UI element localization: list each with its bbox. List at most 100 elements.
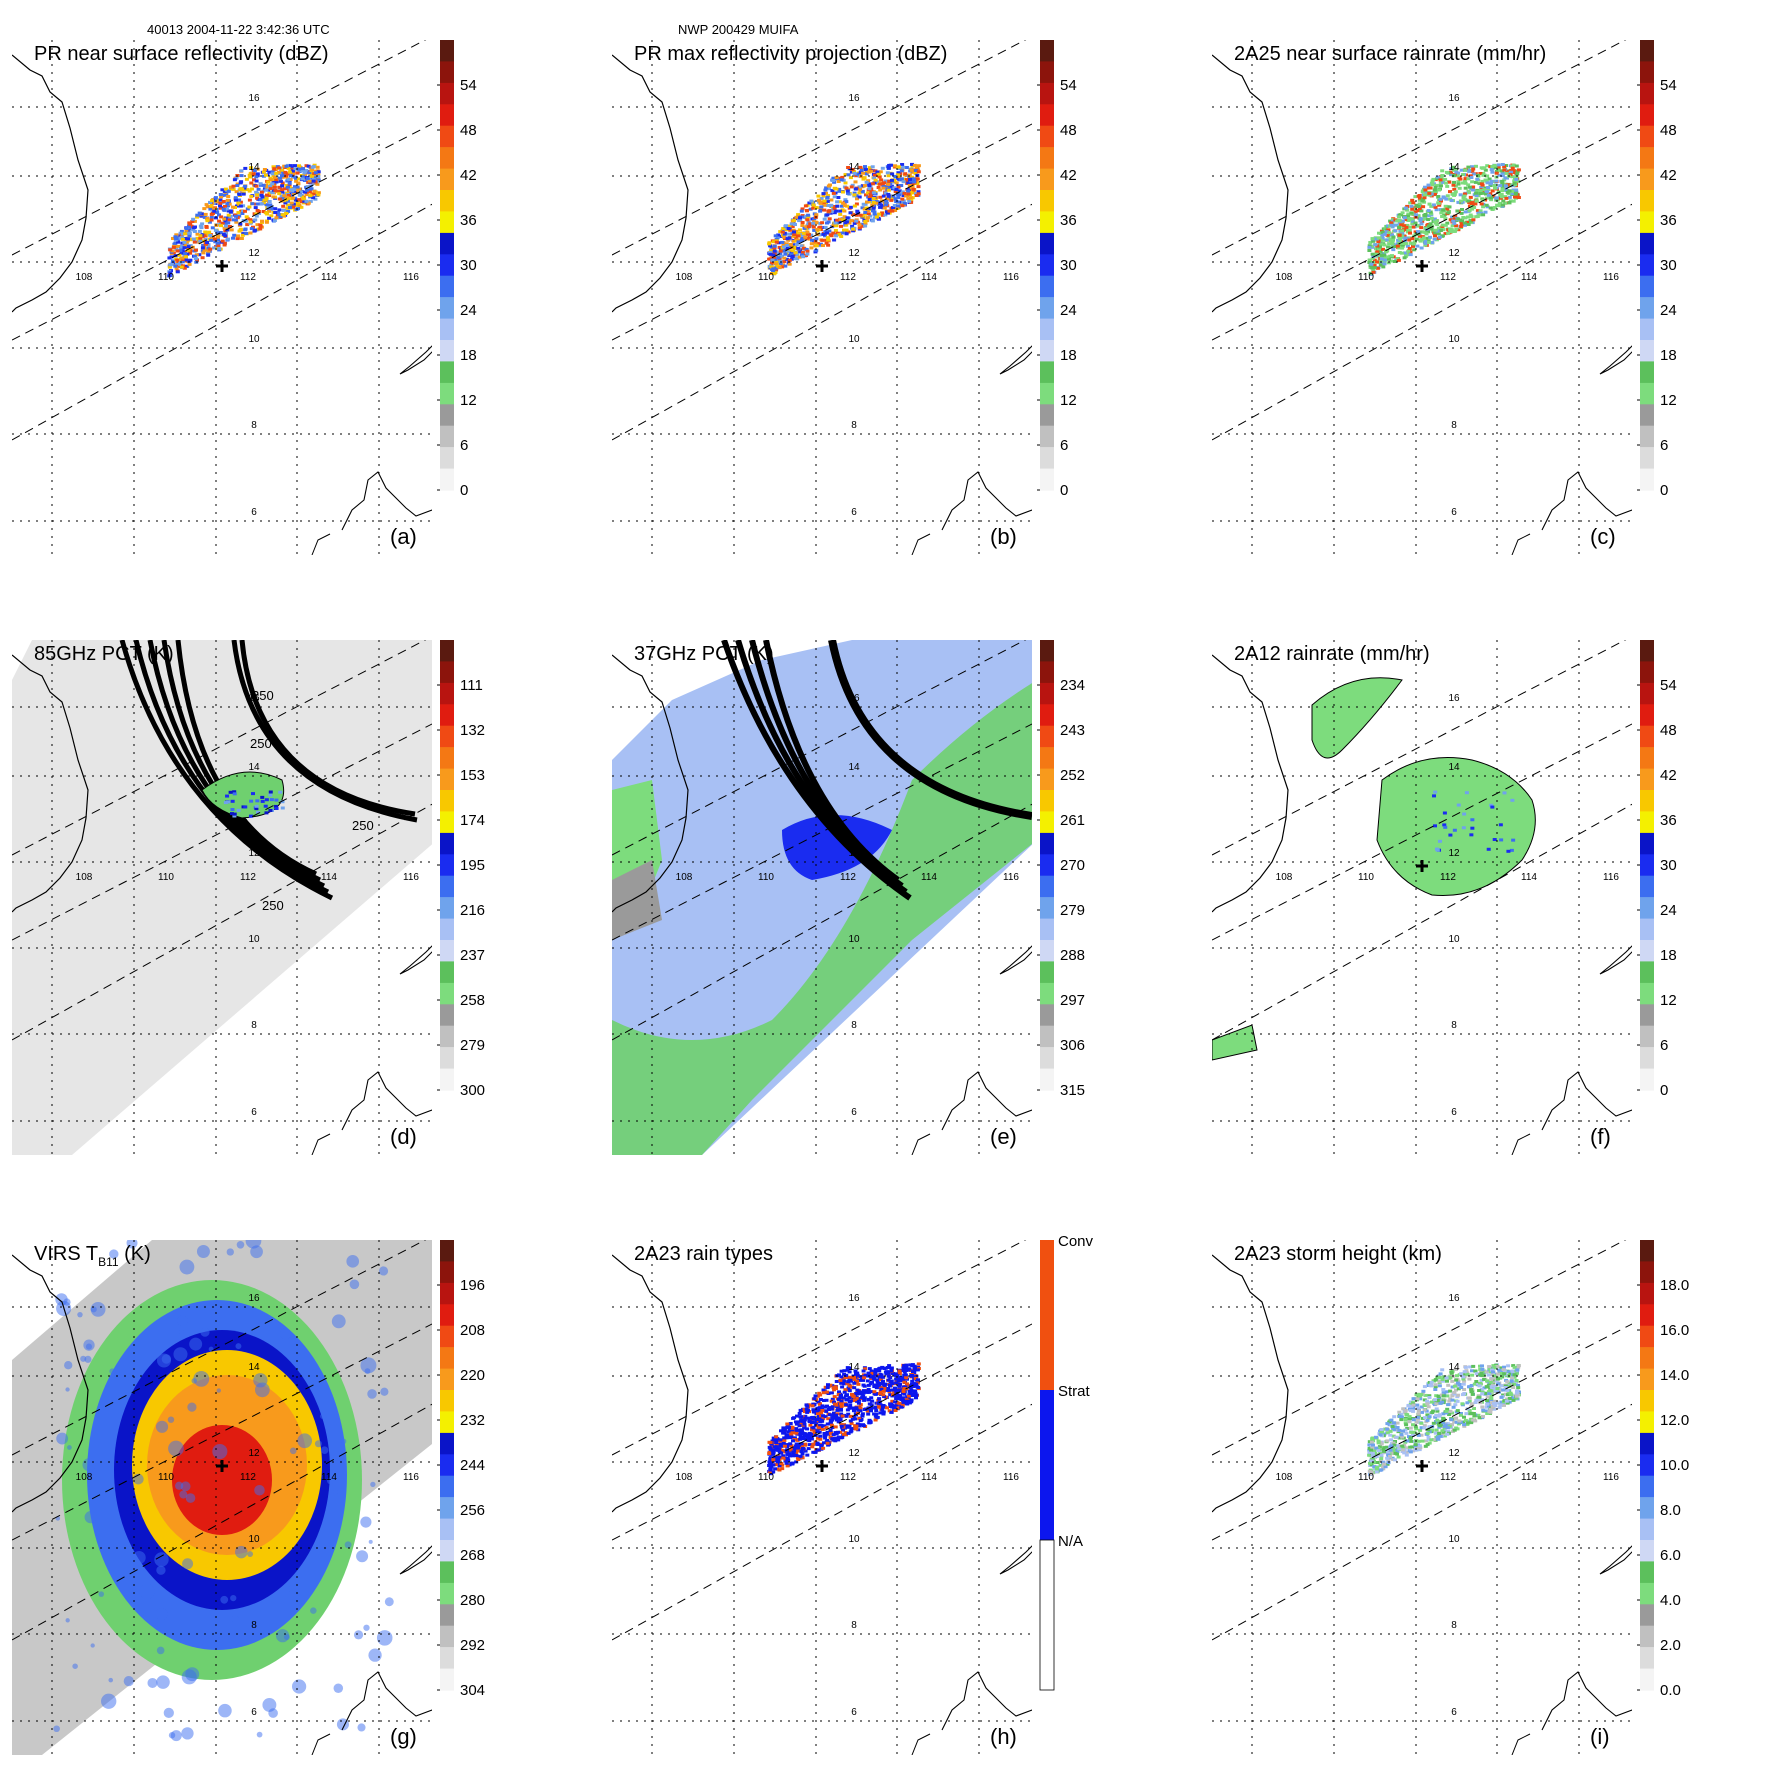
lat-label: 6 <box>851 507 857 518</box>
colorbar-tick-label: 30 <box>1060 257 1077 274</box>
coastline-philippines <box>1074 310 1100 350</box>
lat-label: 10 <box>848 334 860 345</box>
colorbar-segment <box>1640 232 1654 255</box>
coastline-philippines <box>474 310 500 350</box>
colorbar-segment <box>440 640 454 662</box>
colorbar-segment <box>1040 254 1054 277</box>
colorbar-tick-label: 12.0 <box>1660 1412 1689 1429</box>
colorbar-segment <box>1640 404 1654 427</box>
colorbar-category-label: Conv <box>1058 1233 1094 1250</box>
panel-title: 2A25 near surface rainrate (mm/hr) <box>1234 43 1546 65</box>
lat-label: 6 <box>1451 1107 1457 1118</box>
colorbar-segment <box>1040 318 1054 341</box>
colorbar-segment <box>1640 640 1654 662</box>
lon-label: 114 <box>921 272 937 283</box>
colorbar-segment <box>1640 1240 1654 1262</box>
colorbar-segment <box>1040 82 1054 105</box>
lon-label: 112 <box>240 872 256 883</box>
coastline-vietnam <box>12 54 89 313</box>
colorbar-segment <box>1040 447 1054 470</box>
lon-label: 108 <box>76 272 93 283</box>
colorbar-segment <box>1040 940 1054 962</box>
lat-label: 10 <box>248 1534 260 1545</box>
colorbar-segment <box>1640 1261 1654 1284</box>
colorbar-tick-label: 304 <box>460 1682 485 1699</box>
colorbar-segment <box>440 1497 454 1520</box>
colorbar-tick-label: 6 <box>1660 1037 1668 1054</box>
colorbar-tick-label: 42 <box>460 167 477 184</box>
lat-label: 6 <box>251 507 257 518</box>
colorbar-segment <box>1640 1025 1654 1048</box>
colorbar-segment <box>440 1582 454 1605</box>
colorbar-tick-label: 24 <box>1060 302 1077 319</box>
swath-edge-north <box>1212 1240 1627 1456</box>
lat-label: 8 <box>851 1020 857 1031</box>
colorbar-tick-label: 42 <box>1660 167 1677 184</box>
lon-label: 112 <box>840 1472 856 1483</box>
colorbar-segment <box>1640 425 1654 448</box>
colorbar-segment <box>440 704 454 727</box>
colorbar-segment <box>1040 147 1054 170</box>
colorbar-segment <box>1640 918 1654 941</box>
colorbar-tick-label: 36 <box>1060 212 1077 229</box>
lat-label: 14 <box>248 1362 260 1373</box>
colorbar-tick-label: 24 <box>460 302 477 319</box>
colorbar-segment <box>1640 940 1654 962</box>
lat-label: 16 <box>248 1293 260 1304</box>
swath-edge-north <box>12 1240 427 1456</box>
colorbar-segment <box>1640 318 1654 341</box>
coastline-vietnam <box>1212 1254 1289 1513</box>
lon-label: 114 <box>1521 272 1537 283</box>
lat-label: 16 <box>248 93 260 104</box>
lat-label: 6 <box>851 1707 857 1718</box>
lat-label: 8 <box>251 1620 257 1631</box>
colorbar-segment <box>440 1347 454 1370</box>
coastline-borneo <box>941 1071 1032 1131</box>
colorbar-tick-label: 256 <box>460 1502 485 1519</box>
lat-label: 6 <box>1451 507 1457 518</box>
colorbar-segment <box>1040 897 1054 920</box>
colorbar-tick-label: 195 <box>460 857 485 874</box>
lon-label: 108 <box>1276 872 1293 883</box>
pct-contour <box>119 640 334 901</box>
colorbar-segment <box>440 1368 454 1391</box>
colorbar-tick-label: 54 <box>1060 77 1077 94</box>
swath-edge-north <box>1212 640 1627 856</box>
colorbar-tick-label: 261 <box>1060 812 1085 829</box>
colorbar-segment <box>440 1625 454 1648</box>
lat-label: 16 <box>1448 93 1460 104</box>
coastline-philippines <box>1674 910 1700 950</box>
lon-label: 114 <box>321 1472 337 1483</box>
lat-label: 12 <box>848 248 860 259</box>
coastline-vietnam <box>612 654 689 913</box>
colorbar-tick-label: 12 <box>460 392 477 409</box>
coastline-borneo <box>341 1671 432 1731</box>
colorbar-segment <box>440 961 454 984</box>
colorbar-tick-label: 8.0 <box>1660 1502 1681 1519</box>
colorbar-segment <box>440 40 454 62</box>
colorbar-segment <box>1640 1625 1654 1648</box>
panel-title: 85GHz PCT (K) <box>34 643 174 665</box>
colorbar-segment <box>440 1475 454 1498</box>
colorbar-segment <box>1640 361 1654 384</box>
svg-text:t: t <box>1690 900 1693 910</box>
swath-edge-south <box>612 1323 1032 1541</box>
colorbar-segment <box>1640 747 1654 770</box>
colorbar-segment <box>1640 1540 1654 1562</box>
lat-label: 14 <box>1448 162 1460 173</box>
colorbar-tick-label: 280 <box>460 1592 485 1609</box>
colorbar-tick-label: 6 <box>1060 437 1068 454</box>
panel-title: VIRS TB11 (K) <box>34 1243 151 1269</box>
lon-label: 110 <box>158 872 174 883</box>
colorbar-segment <box>440 340 454 362</box>
colorbar-tick-label: 6 <box>1660 437 1668 454</box>
lat-label: 16 <box>848 1293 860 1304</box>
lon-label: 112 <box>240 272 256 283</box>
colorbar-segment <box>1040 725 1054 748</box>
colorbar-segment <box>440 1304 454 1327</box>
